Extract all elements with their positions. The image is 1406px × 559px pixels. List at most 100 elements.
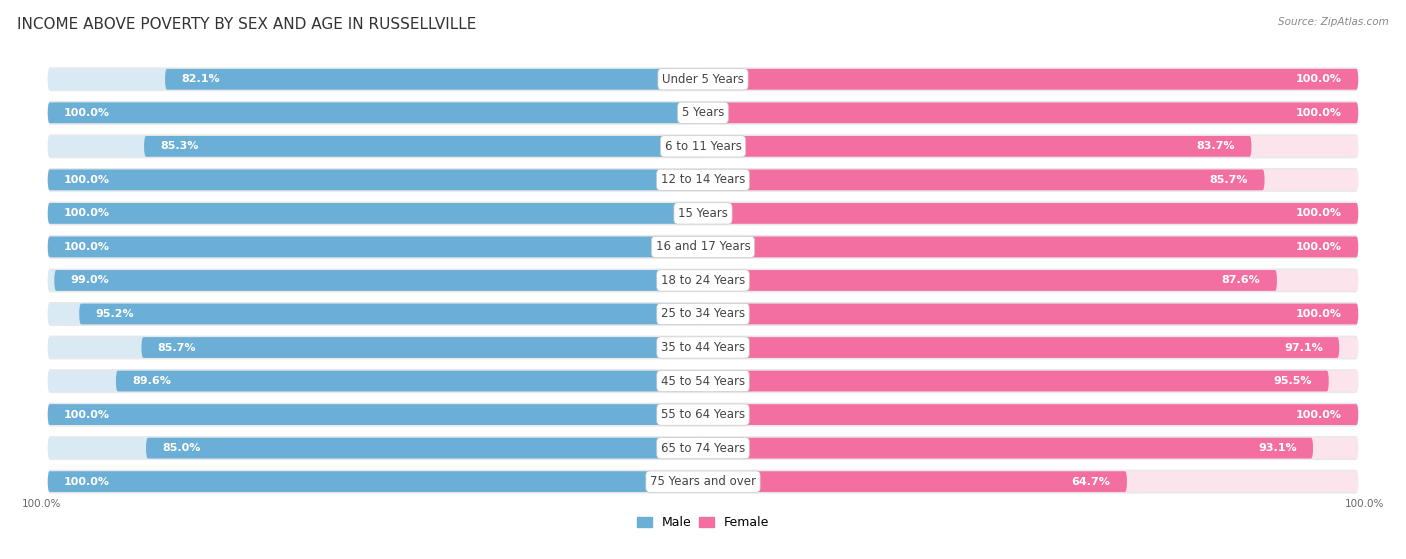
Text: 65 to 74 Years: 65 to 74 Years	[661, 442, 745, 454]
Text: 25 to 34 Years: 25 to 34 Years	[661, 307, 745, 320]
Text: 100.0%: 100.0%	[21, 499, 60, 509]
FancyBboxPatch shape	[703, 102, 1358, 123]
FancyBboxPatch shape	[703, 69, 1358, 89]
FancyBboxPatch shape	[48, 169, 703, 190]
FancyBboxPatch shape	[48, 337, 703, 358]
Text: 85.7%: 85.7%	[157, 343, 197, 353]
Text: 100.0%: 100.0%	[1296, 74, 1341, 84]
FancyBboxPatch shape	[703, 203, 1358, 224]
FancyBboxPatch shape	[703, 304, 1358, 324]
FancyBboxPatch shape	[48, 369, 1358, 393]
Text: 95.5%: 95.5%	[1274, 376, 1312, 386]
FancyBboxPatch shape	[48, 169, 703, 190]
Text: 99.0%: 99.0%	[70, 276, 110, 286]
FancyBboxPatch shape	[48, 404, 703, 425]
FancyBboxPatch shape	[48, 402, 1358, 427]
Text: 100.0%: 100.0%	[1296, 209, 1341, 219]
FancyBboxPatch shape	[48, 304, 703, 324]
FancyBboxPatch shape	[48, 201, 1358, 225]
FancyBboxPatch shape	[703, 136, 1251, 157]
Text: 85.0%: 85.0%	[163, 443, 201, 453]
Text: 100.0%: 100.0%	[1296, 108, 1341, 118]
FancyBboxPatch shape	[703, 438, 1313, 458]
Text: 85.3%: 85.3%	[160, 141, 198, 151]
Text: 6 to 11 Years: 6 to 11 Years	[665, 140, 741, 153]
FancyBboxPatch shape	[48, 471, 703, 492]
Text: 100.0%: 100.0%	[1296, 410, 1341, 420]
FancyBboxPatch shape	[703, 203, 1358, 224]
FancyBboxPatch shape	[703, 136, 1358, 157]
FancyBboxPatch shape	[48, 168, 1358, 192]
FancyBboxPatch shape	[79, 304, 703, 324]
FancyBboxPatch shape	[703, 337, 1358, 358]
Text: 5 Years: 5 Years	[682, 106, 724, 119]
Text: 12 to 14 Years: 12 to 14 Years	[661, 173, 745, 186]
FancyBboxPatch shape	[703, 169, 1358, 190]
FancyBboxPatch shape	[703, 270, 1277, 291]
FancyBboxPatch shape	[48, 235, 1358, 259]
Text: 18 to 24 Years: 18 to 24 Years	[661, 274, 745, 287]
Text: 100.0%: 100.0%	[1296, 309, 1341, 319]
Text: 87.6%: 87.6%	[1222, 276, 1261, 286]
FancyBboxPatch shape	[703, 169, 1264, 190]
Text: 100.0%: 100.0%	[65, 175, 110, 185]
FancyBboxPatch shape	[48, 134, 1358, 158]
Text: 100.0%: 100.0%	[1346, 499, 1385, 509]
FancyBboxPatch shape	[48, 69, 703, 89]
FancyBboxPatch shape	[48, 203, 703, 224]
Text: 55 to 64 Years: 55 to 64 Years	[661, 408, 745, 421]
FancyBboxPatch shape	[48, 102, 703, 123]
FancyBboxPatch shape	[703, 471, 1358, 492]
Text: 89.6%: 89.6%	[132, 376, 172, 386]
FancyBboxPatch shape	[48, 136, 703, 157]
FancyBboxPatch shape	[48, 438, 703, 458]
FancyBboxPatch shape	[115, 371, 703, 391]
FancyBboxPatch shape	[48, 101, 1358, 125]
FancyBboxPatch shape	[165, 69, 703, 89]
FancyBboxPatch shape	[703, 102, 1358, 123]
Text: 100.0%: 100.0%	[1296, 242, 1341, 252]
Text: 100.0%: 100.0%	[65, 209, 110, 219]
Legend: Male, Female: Male, Female	[631, 511, 775, 534]
FancyBboxPatch shape	[48, 335, 1358, 359]
Text: 100.0%: 100.0%	[65, 477, 110, 487]
FancyBboxPatch shape	[146, 438, 703, 458]
Text: 85.7%: 85.7%	[1209, 175, 1249, 185]
FancyBboxPatch shape	[48, 404, 703, 425]
FancyBboxPatch shape	[48, 470, 1358, 494]
FancyBboxPatch shape	[48, 436, 1358, 460]
FancyBboxPatch shape	[143, 136, 703, 157]
Text: 35 to 44 Years: 35 to 44 Years	[661, 341, 745, 354]
Text: 15 Years: 15 Years	[678, 207, 728, 220]
Text: 75 Years and over: 75 Years and over	[650, 475, 756, 488]
Text: 95.2%: 95.2%	[96, 309, 134, 319]
FancyBboxPatch shape	[703, 270, 1358, 291]
FancyBboxPatch shape	[703, 236, 1358, 257]
FancyBboxPatch shape	[55, 270, 703, 291]
FancyBboxPatch shape	[48, 236, 703, 257]
Text: 83.7%: 83.7%	[1197, 141, 1234, 151]
FancyBboxPatch shape	[703, 404, 1358, 425]
FancyBboxPatch shape	[703, 337, 1340, 358]
FancyBboxPatch shape	[48, 102, 703, 123]
FancyBboxPatch shape	[703, 404, 1358, 425]
FancyBboxPatch shape	[48, 67, 1358, 91]
Text: 97.1%: 97.1%	[1284, 343, 1323, 353]
FancyBboxPatch shape	[142, 337, 703, 358]
FancyBboxPatch shape	[703, 236, 1358, 257]
FancyBboxPatch shape	[48, 371, 703, 391]
FancyBboxPatch shape	[703, 69, 1358, 89]
Text: 16 and 17 Years: 16 and 17 Years	[655, 240, 751, 253]
FancyBboxPatch shape	[703, 438, 1358, 458]
FancyBboxPatch shape	[48, 471, 703, 492]
Text: 64.7%: 64.7%	[1071, 477, 1111, 487]
FancyBboxPatch shape	[48, 268, 1358, 292]
Text: Under 5 Years: Under 5 Years	[662, 73, 744, 86]
Text: 100.0%: 100.0%	[65, 242, 110, 252]
FancyBboxPatch shape	[48, 203, 703, 224]
FancyBboxPatch shape	[48, 302, 1358, 326]
Text: 45 to 54 Years: 45 to 54 Years	[661, 375, 745, 387]
Text: 82.1%: 82.1%	[181, 74, 221, 84]
Text: 100.0%: 100.0%	[65, 108, 110, 118]
Text: Source: ZipAtlas.com: Source: ZipAtlas.com	[1278, 17, 1389, 27]
